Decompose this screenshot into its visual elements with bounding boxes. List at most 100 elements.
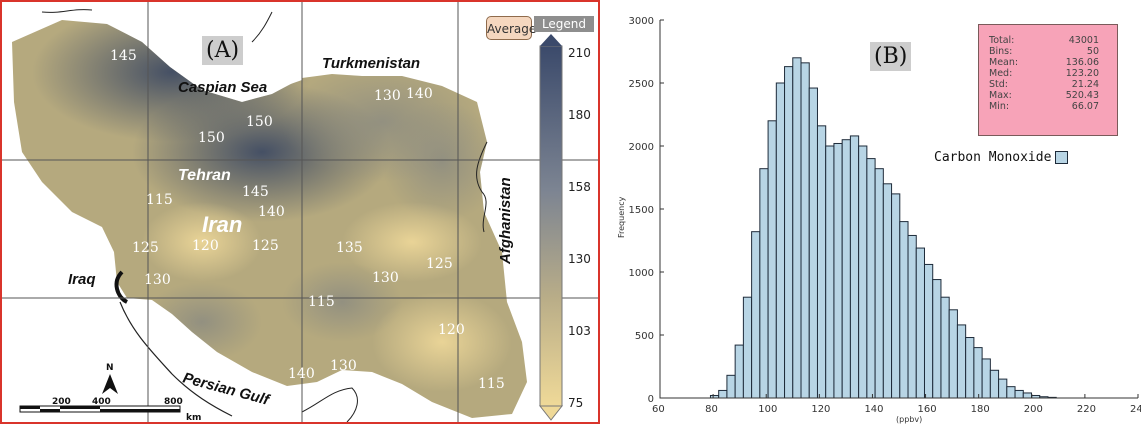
histogram-bars	[709, 57, 1057, 399]
histogram-bar	[1014, 389, 1024, 399]
label-iran: Iran	[202, 212, 242, 237]
stats-row: Min: 66.07	[989, 101, 1099, 112]
x-tick-label: 180	[971, 404, 990, 415]
histogram-bar	[800, 62, 810, 399]
map-value: 145	[110, 48, 137, 64]
legend-tick: 75	[568, 396, 584, 410]
x-axis-label: (ppbv)	[896, 415, 922, 424]
x-tick-label: 60	[652, 404, 665, 415]
histogram-bar	[775, 82, 786, 399]
map-value: 145	[242, 184, 269, 200]
y-tick-label: 1500	[629, 205, 654, 216]
x-tick-label: 140	[864, 404, 883, 415]
histogram-bar	[833, 142, 843, 399]
y-tick-label: 1000	[629, 268, 654, 279]
histogram-bar	[825, 145, 835, 399]
stats-row: Max: 520.43	[989, 90, 1099, 101]
north-arrow-icon: N	[102, 363, 118, 394]
y-tick-label: 2500	[629, 79, 654, 90]
scale-tick-800: 800	[164, 397, 183, 407]
legend-swatch	[1055, 151, 1069, 164]
scale-unit: km	[186, 413, 201, 423]
x-tick-label: 100	[758, 404, 777, 415]
histogram-bar	[767, 120, 777, 399]
map-value: 130	[330, 358, 357, 374]
histogram-bar	[792, 57, 802, 399]
histogram-bar	[932, 279, 942, 399]
stats-row: Total: 43001	[989, 35, 1099, 46]
histogram-bar	[726, 374, 736, 399]
map-value: 140	[406, 86, 433, 102]
histogram-bar	[973, 347, 983, 399]
map-values: 145 130 140 150 150 115 145 140 125 120 …	[110, 48, 505, 392]
histogram-bar	[948, 309, 958, 399]
panel-a-label: (A)	[202, 36, 244, 65]
border-north	[251, 11, 273, 43]
histogram-bar	[923, 263, 934, 399]
x-tick-label: 200	[1024, 404, 1043, 415]
coastline-south	[301, 387, 358, 422]
histogram-chart: 60 80 100 120 140 160 180 200 220 240 0 500 1000 1500…	[617, 16, 1141, 424]
legend-colorbar	[538, 34, 564, 421]
histogram-bar	[742, 296, 753, 399]
map-value: 135	[336, 240, 363, 256]
histogram-bar	[940, 296, 950, 399]
persian-gulf-area	[112, 312, 301, 422]
histogram-panel: 60 80 100 120 140 160 180 200 220 240 0 500 1000 1500…	[602, 0, 1141, 424]
map-value: 140	[288, 366, 315, 382]
histogram-bar	[915, 247, 925, 399]
histogram-bar	[956, 324, 967, 399]
scale-tick-200: 200	[52, 397, 71, 407]
label-iraq: Iraq	[68, 271, 96, 288]
histogram-bar	[718, 389, 728, 399]
map-value: 140	[258, 204, 285, 220]
histogram-bar	[1006, 386, 1016, 399]
stats-box: Total: 43001 Bins: 50 Mean: 136.06 Med: 123.…	[978, 24, 1118, 136]
x-tick-label: 160	[918, 404, 937, 415]
map-value: 150	[246, 114, 273, 130]
histogram-bar	[751, 231, 761, 399]
label-turkmenistan: Turkmenistan	[322, 55, 420, 72]
legend-tick: 158	[568, 180, 591, 194]
histogram-bar	[849, 135, 860, 399]
x-tick-label: 220	[1077, 404, 1096, 415]
map-value: 130	[374, 88, 401, 104]
label-tehran: Tehran	[178, 167, 231, 184]
stats-row: Bins: 50	[989, 46, 1099, 57]
x-tick-label: 120	[811, 404, 830, 415]
map-value: 125	[132, 240, 159, 256]
map-value: 125	[426, 256, 453, 272]
legend-tick: 103	[568, 324, 591, 338]
y-tick-label: 3000	[629, 16, 654, 27]
scale-bar: 200 400 800 km	[19, 397, 201, 423]
histogram-bar	[907, 234, 917, 399]
map-value: 130	[144, 272, 171, 288]
histogram-bar	[866, 158, 876, 399]
map-grid	[2, 2, 598, 422]
map-panel: 145 130 140 150 150 115 145 140 125 120 …	[0, 0, 600, 424]
y-axis-label: Frequency	[617, 196, 626, 238]
coastline-west	[119, 301, 233, 417]
x-tick-label: 240	[1130, 404, 1141, 415]
y-tick-label: 500	[635, 331, 654, 342]
label-afghanistan: Afghanistan	[497, 177, 514, 265]
legend-label: Carbon Monoxide	[934, 150, 1052, 165]
histogram-bar	[965, 337, 975, 399]
map-value: 125	[252, 238, 279, 254]
label-caspian-sea: Caspian Sea	[178, 79, 267, 96]
histogram-bar	[989, 369, 1000, 399]
border-northwest	[41, 9, 93, 13]
panel-b-label: (B)	[870, 42, 912, 71]
legend-tick: 180	[568, 108, 591, 122]
legend-title: Legend	[534, 16, 594, 32]
histogram-bar	[891, 193, 901, 399]
histogram-bar	[816, 125, 827, 399]
average-button[interactable]: Average	[486, 16, 536, 40]
stats-row: Med: 123.20	[989, 68, 1099, 79]
stats-row: Std: 21.24	[989, 79, 1099, 90]
histogram-bar	[734, 344, 744, 399]
map-value: 120	[192, 238, 219, 254]
legend-tick: 210	[568, 46, 591, 60]
map-canvas: 145 130 140 150 150 115 145 140 125 120 …	[2, 2, 598, 423]
y-tick-label: 0	[648, 394, 654, 405]
